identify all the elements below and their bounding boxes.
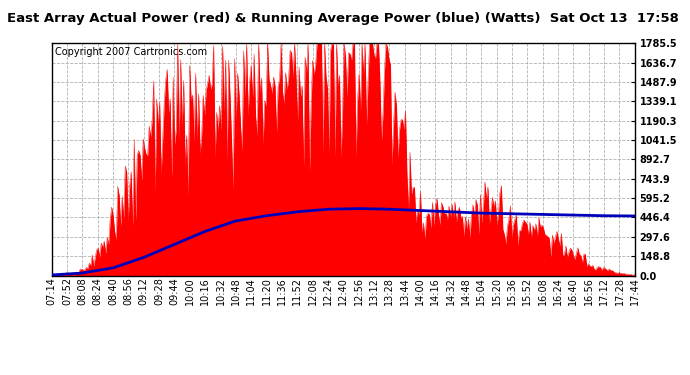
Text: East Array Actual Power (red) & Running Average Power (blue) (Watts)  Sat Oct 13: East Array Actual Power (red) & Running … xyxy=(7,12,679,25)
Text: Copyright 2007 Cartronics.com: Copyright 2007 Cartronics.com xyxy=(55,46,207,57)
